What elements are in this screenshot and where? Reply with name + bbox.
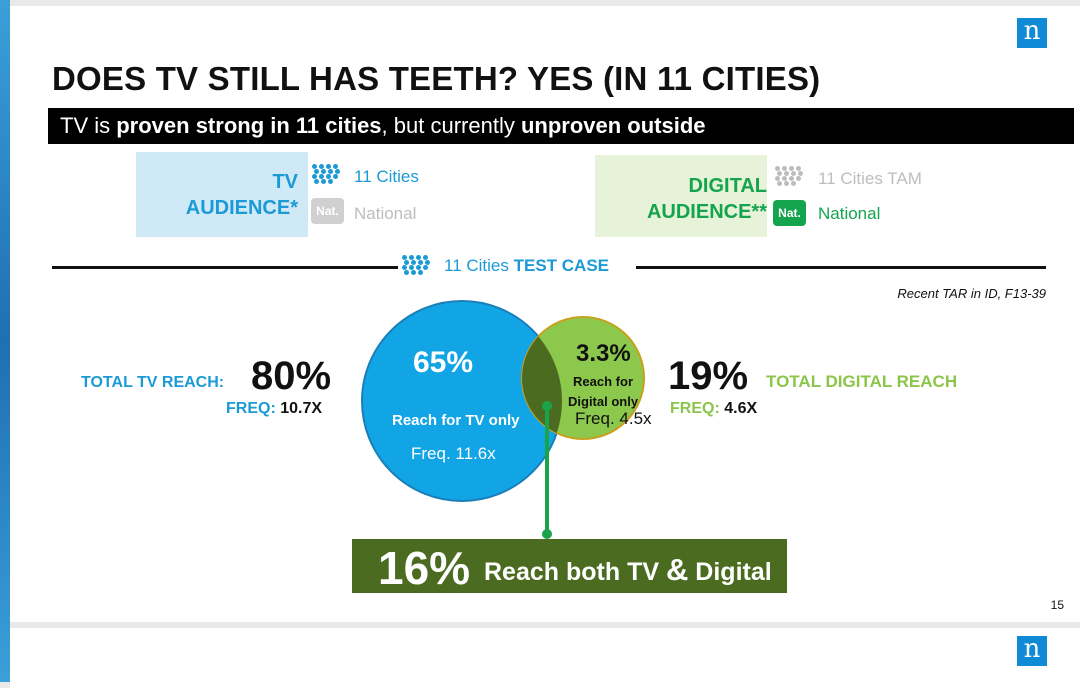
nielsen-logo-icon-next: n	[1017, 636, 1047, 666]
grid-dot	[326, 174, 331, 179]
digital-only-label: Reach for Digital only	[568, 374, 639, 409]
total-digital-reach-value: 19%	[668, 354, 749, 398]
reach-both-label: Reach both TV & Digital	[484, 552, 772, 587]
grid-dot	[777, 181, 782, 186]
grid-dot	[791, 181, 796, 186]
grid-dot	[409, 265, 414, 270]
grid-dot	[411, 270, 416, 275]
tv-legend-11-cities: 11 Cities	[354, 167, 419, 186]
tv-legend-national: National	[354, 204, 417, 223]
slide-title: DOES TV STILL HAS TEETH? YES (IN 11 CITI…	[52, 60, 821, 97]
overlap-connector-dot-bottom	[542, 529, 552, 539]
grid-dot	[321, 169, 326, 174]
tv-only-value: 65%	[413, 346, 474, 379]
grid-dot	[402, 255, 407, 260]
grid-dot	[418, 260, 423, 265]
grid-dot	[782, 176, 787, 181]
digital-national-badge-icon: Nat.	[773, 200, 806, 226]
digital-legend-11-cities-tam: 11 Cities TAM	[818, 169, 922, 188]
grid-dot	[328, 169, 333, 174]
grid-dot	[784, 181, 789, 186]
tv-only-label: Reach for TV only	[392, 412, 520, 429]
reach-both-value: 16%	[378, 542, 471, 594]
digital-only-frequency: Freq. 4.5x	[575, 409, 652, 428]
grid-dot	[789, 176, 794, 181]
grid-dot	[784, 171, 789, 176]
grid-dot	[775, 176, 780, 181]
grid-dot	[423, 265, 428, 270]
grid-dot	[333, 174, 338, 179]
grid-dot	[328, 179, 333, 184]
grid-dot	[404, 260, 409, 265]
total-tv-reach-label: TOTAL TV REACH:	[81, 374, 225, 391]
grid-dot	[335, 169, 340, 174]
tv-frequency: FREQ: 10.7X	[226, 400, 323, 417]
grid-dot	[416, 255, 421, 260]
grid-dot	[796, 176, 801, 181]
nielsen-logo-icon: n	[1017, 18, 1047, 48]
grid-dot	[319, 174, 324, 179]
total-digital-reach-label: TOTAL DIGITAL REACH	[766, 372, 958, 391]
tv-11-cities-dots-icon	[312, 164, 342, 186]
grid-dot	[402, 265, 407, 270]
footnote: Recent TAR in ID, F13-39	[897, 286, 1046, 301]
left-edge-strip	[0, 0, 10, 682]
grid-dot	[326, 164, 331, 169]
grid-dot	[416, 265, 421, 270]
tv-national-badge-icon: Nat.	[311, 198, 344, 224]
grid-dot	[782, 166, 787, 171]
digital-frequency: FREQ: 4.6X	[670, 400, 758, 417]
slide-subtitle: TV is proven strong in 11 cities, but cu…	[48, 108, 1074, 144]
tv-only-frequency: Freq. 11.6x	[411, 444, 496, 463]
grid-dot	[409, 255, 414, 260]
total-tv-reach-value: 80%	[251, 354, 332, 398]
grid-dot	[404, 270, 409, 275]
venn-diagram	[361, 300, 645, 539]
grid-dot	[418, 270, 423, 275]
grid-dot	[321, 179, 326, 184]
digital-audience-box: DIGITAL AUDIENCE**	[595, 155, 767, 237]
grid-dot	[798, 171, 803, 176]
divider-right	[636, 266, 1046, 269]
grid-dot	[775, 166, 780, 171]
reach-both-box: 16% Reach both TV & Digital	[352, 539, 787, 594]
grid-dot	[314, 169, 319, 174]
grid-dot	[312, 164, 317, 169]
grid-dot	[791, 171, 796, 176]
grid-dot	[319, 164, 324, 169]
digital-legend-national: National	[818, 204, 881, 223]
next-slide-preview: n	[10, 628, 1080, 688]
slide: n DOES TV STILL HAS TEETH? YES (IN 11 CI…	[10, 6, 1080, 622]
grid-dot	[789, 166, 794, 171]
grid-dot	[312, 174, 317, 179]
overlap-connector-dot-top	[542, 401, 552, 411]
digital-11-cities-dots-icon	[775, 166, 805, 188]
divider-left	[52, 266, 398, 269]
test-case-label: 11 Cities TEST CASE	[444, 256, 610, 275]
grid-dot	[777, 171, 782, 176]
grid-dot	[796, 166, 801, 171]
grid-dot	[423, 255, 428, 260]
grid-dot	[314, 179, 319, 184]
digital-audience-label: DIGITAL AUDIENCE**	[646, 175, 767, 223]
grid-dot	[411, 260, 416, 265]
tv-audience-label: TV AUDIENCE*	[185, 171, 298, 219]
grid-dot	[333, 164, 338, 169]
tv-audience-box: TV AUDIENCE*	[136, 152, 308, 237]
page-number: 15	[1050, 598, 1064, 612]
grid-dot	[425, 260, 430, 265]
digital-only-value: 3.3%	[576, 340, 631, 367]
test-case-dots-icon	[402, 255, 432, 277]
